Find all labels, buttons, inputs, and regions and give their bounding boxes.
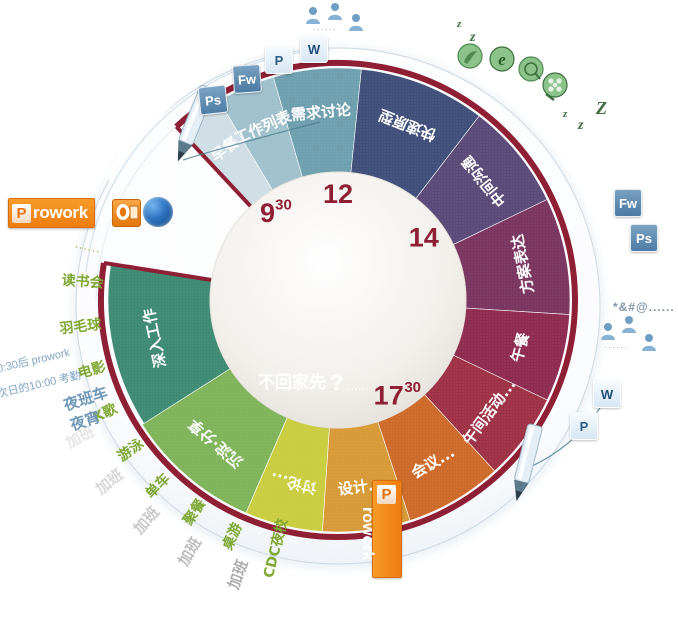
film-reel-icon [542,72,568,101]
wheel-segment-texture [219,77,303,191]
evening-leading-ellipsis: …… [73,237,102,257]
wheel-hub [209,171,467,429]
photoshop-icon[interactable]: Ps [630,224,658,252]
sleep-z-icon: Z [596,98,607,118]
time-annotation: 12 [323,179,353,209]
sleep-z-icon: z [578,118,584,133]
evening-ellipsis: ...... [347,378,369,393]
segment-label: 需求讨论 [290,101,352,124]
person-icon [622,316,636,333]
powerpoint-icon-label: P [579,418,589,434]
person-icon [328,3,342,20]
overtime-label: 加班 [91,465,126,498]
outlook-icon[interactable] [112,199,141,227]
sleep-z-icon: z [470,30,476,45]
wheel-segment-texture [107,264,231,424]
fireworks-icon-label: Fw [618,195,638,211]
photoshop-icon-label: Ps [204,91,222,109]
sleep-z-icon: z [563,108,568,120]
stylus-pen-icon [514,423,543,502]
prowork-logo[interactable]: P rowork [8,198,95,228]
curse-symbols: *&#@...... [613,300,675,314]
sleep-z-icon: z [457,18,462,30]
fireworks-icon-label: Fw [237,70,257,88]
photoshop-icon[interactable]: Ps [197,84,229,116]
photoshop-icon-label: Ps [636,230,652,246]
powerpoint-icon[interactable]: P [265,46,293,74]
fireworks-icon[interactable]: Fw [232,64,262,94]
time-annotation: 17 [374,380,404,410]
wheel-segment-texture [453,308,570,401]
blue-sphere-icon[interactable] [143,197,173,227]
prowork-logo[interactable]: P rowork [359,480,402,578]
powerpoint-icon-label: P [274,52,284,68]
word-icon[interactable]: W [300,35,328,63]
fireworks-icon[interactable]: Fw [614,189,642,217]
svg-text:e: e [498,50,506,69]
word-icon-label: W [600,386,614,402]
wheel-segment-texture [350,69,480,199]
donut-texture [107,68,570,532]
prowork-p-mark: P [377,485,396,504]
word-icon-label: W [307,41,321,57]
internet-explorer-icon: e [489,46,515,72]
speech-dots: ······ [604,342,628,352]
speech-dots: ······ [313,24,337,34]
wheel-segment-texture [424,355,548,472]
word-icon[interactable]: W [593,380,621,408]
wheel-segment-texture [377,394,495,521]
prowork-p-mark: P [12,203,31,223]
prowork-wordmark: rowork [33,203,88,222]
evening-question-label: 不回家先 [258,372,326,393]
powerpoint-icon[interactable]: P [570,412,598,440]
time-annotation-minutes: 30 [404,379,421,396]
prowork-wordmark: rowork [359,507,376,561]
person-icon [349,14,363,31]
wheel-segment-texture [142,368,288,513]
overtime-label: 加班 [174,534,205,570]
wheel-segment-texture [245,417,330,532]
green-app-bubble-icon [518,56,544,82]
person-icon [306,7,320,24]
evening-question-mark: ? [330,370,343,395]
evening-activity-label: 羽毛球 [59,316,104,337]
time-annotation-minutes: 30 [275,196,292,213]
evening-activity-label: 读书会 [61,272,105,292]
person-icon [601,323,615,340]
wheel-segment-texture [453,199,570,315]
time-annotation: 9 [260,198,275,228]
wheel-segment-texture [415,115,548,245]
green-app-bubble-icon [457,43,483,69]
overtime-label: 加班 [129,503,163,538]
wheel-segment-texture [179,100,273,207]
person-icon [642,334,656,351]
time-annotation: 14 [409,223,439,253]
overtime-label: 加班 [224,557,252,592]
